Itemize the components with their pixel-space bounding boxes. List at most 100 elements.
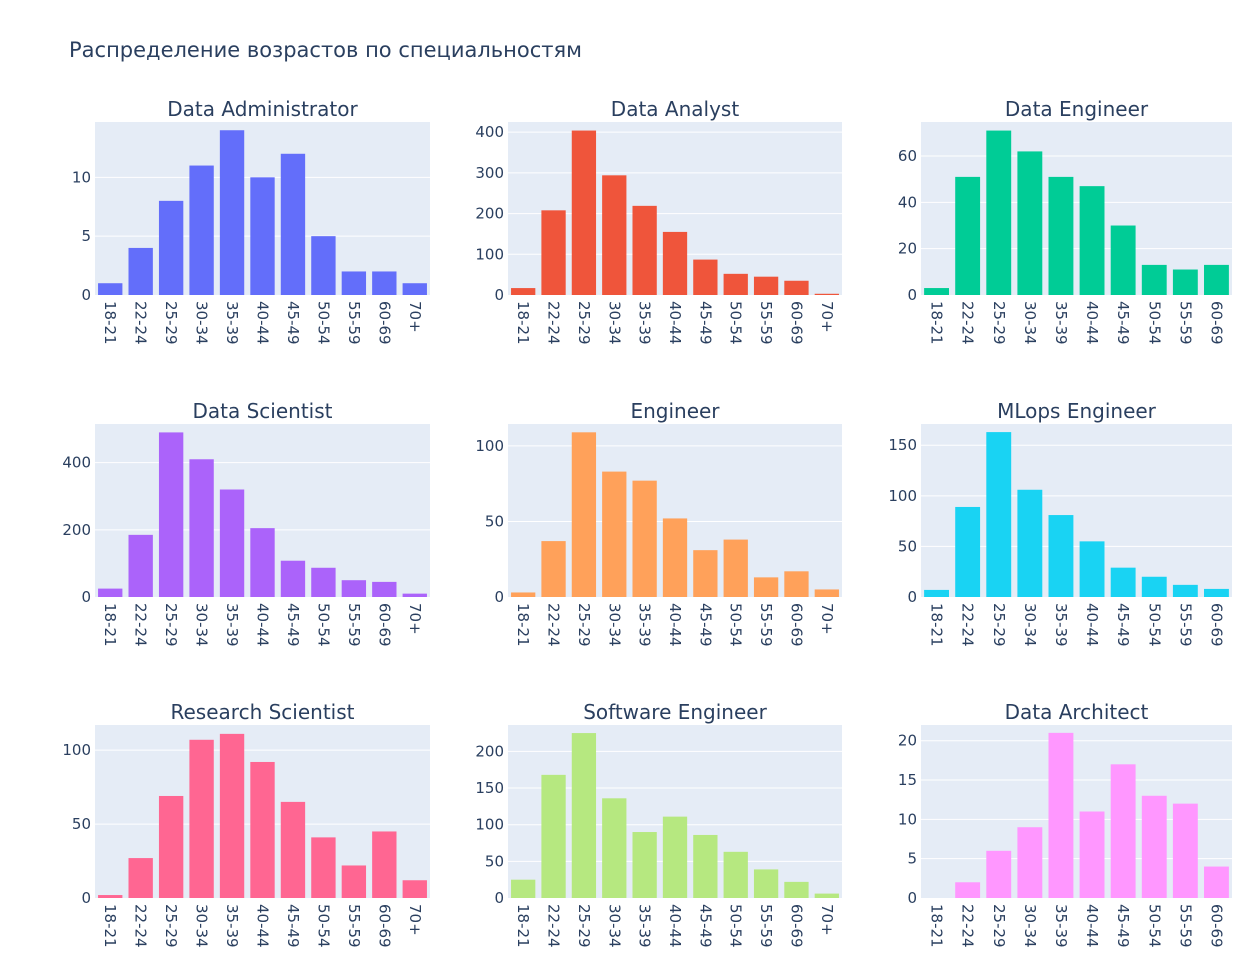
x-tick-label: 22-24 bbox=[132, 603, 150, 647]
bar-data-administrator-40-44 bbox=[250, 177, 275, 295]
x-tick-label: 45-49 bbox=[284, 301, 302, 345]
bar-data-scientist-60-69 bbox=[372, 581, 397, 597]
x-tick-label: 30-34 bbox=[605, 904, 623, 948]
x-tick-label: 60-69 bbox=[375, 301, 393, 345]
x-tick-label: 55-59 bbox=[345, 603, 363, 647]
y-tick-label: 200 bbox=[62, 521, 91, 539]
x-tick-label: 40-44 bbox=[254, 301, 272, 345]
bar-data-architect-22-24 bbox=[955, 882, 981, 898]
y-tick-label: 50 bbox=[485, 852, 504, 870]
bar-research-scientist-70+ bbox=[402, 880, 427, 898]
x-tick-label: 18-21 bbox=[101, 904, 119, 948]
bar-software-engineer-18-21 bbox=[511, 879, 536, 898]
x-tick-label: 40-44 bbox=[666, 301, 684, 345]
y-tick-label: 400 bbox=[475, 123, 504, 141]
x-tick-label: 50-54 bbox=[727, 301, 745, 345]
bar-data-analyst-45-49 bbox=[693, 259, 718, 295]
x-tick-label: 18-21 bbox=[101, 603, 119, 647]
bar-software-engineer-25-29 bbox=[571, 733, 597, 898]
bar-data-scientist-45-49 bbox=[280, 560, 306, 597]
bar-engineer-70+ bbox=[814, 589, 839, 597]
x-tick-label: 70+ bbox=[406, 603, 424, 635]
subplot-software-engineer: 0 50 100 150 200 18-21 22-24 25-29 30-34 35-39 40-… bbox=[475, 700, 842, 948]
x-tick-label: 22-24 bbox=[959, 301, 977, 345]
x-tick-label: 60-69 bbox=[787, 904, 805, 948]
x-tick-label: 40-44 bbox=[254, 904, 272, 948]
bar-data-architect-30-34 bbox=[1017, 827, 1043, 898]
bar-data-administrator-18-21 bbox=[98, 283, 123, 295]
x-tick-label: 45-49 bbox=[696, 904, 714, 948]
bar-engineer-22-24 bbox=[541, 541, 566, 597]
bar-data-scientist-55-59 bbox=[341, 580, 367, 597]
x-tick-label: 55-59 bbox=[1176, 301, 1194, 345]
bar-data-engineer-22-24 bbox=[955, 176, 981, 295]
bar-software-engineer-45-49 bbox=[693, 834, 718, 898]
bar-data-analyst-70+ bbox=[814, 293, 839, 295]
x-tick-label: 35-39 bbox=[636, 603, 654, 647]
subplot-title: Engineer bbox=[630, 399, 720, 423]
x-tick-label: 35-39 bbox=[1052, 603, 1070, 647]
bar-data-architect-55-59 bbox=[1172, 803, 1198, 898]
bar-mlops-engineer-45-49 bbox=[1110, 567, 1136, 597]
bar-software-engineer-60-69 bbox=[784, 881, 809, 898]
x-tick-label: 70+ bbox=[818, 301, 836, 333]
y-tick-label: 60 bbox=[898, 147, 917, 165]
x-tick-label: 35-39 bbox=[636, 301, 654, 345]
subplot-title: Software Engineer bbox=[583, 700, 767, 724]
y-tick-label: 100 bbox=[888, 487, 917, 505]
x-tick-label: 30-34 bbox=[193, 603, 211, 647]
bar-data-administrator-30-34 bbox=[189, 165, 214, 295]
y-tick-label: 20 bbox=[898, 240, 917, 258]
x-tick-label: 18-21 bbox=[928, 301, 946, 345]
x-tick-label: 35-39 bbox=[1052, 301, 1070, 345]
bar-engineer-30-34 bbox=[602, 471, 627, 597]
x-tick-label: 18-21 bbox=[514, 904, 532, 948]
bar-mlops-engineer-18-21 bbox=[924, 589, 949, 597]
subplot-title: Data Administrator bbox=[167, 97, 358, 121]
x-tick-label: 60-69 bbox=[787, 301, 805, 345]
y-tick-label: 50 bbox=[72, 815, 91, 833]
x-tick-label: 35-39 bbox=[223, 603, 241, 647]
x-tick-label: 40-44 bbox=[666, 904, 684, 948]
x-tick-label: 50-54 bbox=[314, 904, 332, 948]
x-tick-label: 50-54 bbox=[1145, 301, 1163, 345]
bar-software-engineer-35-39 bbox=[632, 832, 657, 898]
y-tick-label: 0 bbox=[907, 286, 917, 304]
x-tick-label: 18-21 bbox=[101, 301, 119, 345]
y-tick-label: 0 bbox=[494, 588, 504, 606]
y-tick-label: 50 bbox=[898, 537, 917, 555]
bar-research-scientist-50-54 bbox=[311, 837, 336, 898]
bar-data-analyst-30-34 bbox=[602, 175, 627, 295]
bar-mlops-engineer-40-44 bbox=[1079, 541, 1105, 597]
bar-research-scientist-60-69 bbox=[372, 831, 397, 898]
x-tick-label: 45-49 bbox=[696, 603, 714, 647]
x-tick-label: 25-29 bbox=[575, 904, 593, 948]
x-tick-label: 70+ bbox=[818, 904, 836, 936]
bar-data-architect-40-44 bbox=[1079, 811, 1105, 898]
x-tick-label: 40-44 bbox=[1083, 603, 1101, 647]
bar-research-scientist-18-21 bbox=[98, 895, 123, 898]
x-tick-label: 25-29 bbox=[575, 301, 593, 345]
bar-mlops-engineer-55-59 bbox=[1172, 584, 1198, 597]
bar-engineer-40-44 bbox=[662, 518, 688, 597]
x-tick-label: 22-24 bbox=[132, 301, 150, 345]
subplot-title: MLops Engineer bbox=[997, 399, 1157, 423]
x-tick-label: 30-34 bbox=[1021, 603, 1039, 647]
bar-data-scientist-50-54 bbox=[311, 567, 336, 597]
subplot-data-administrator: 0 5 10 18-21 22-24 25-29 30-34 35-39 40-44 45-49 5… bbox=[72, 97, 430, 345]
bar-research-scientist-30-34 bbox=[189, 739, 214, 898]
x-tick-label: 60-69 bbox=[1207, 904, 1225, 948]
bar-engineer-50-54 bbox=[723, 539, 748, 597]
bar-software-engineer-50-54 bbox=[723, 851, 748, 898]
bar-mlops-engineer-50-54 bbox=[1141, 576, 1167, 597]
y-tick-label: 0 bbox=[81, 588, 91, 606]
x-tick-label: 55-59 bbox=[757, 301, 775, 345]
subplot-title: Data Engineer bbox=[1005, 97, 1149, 121]
bar-data-analyst-25-29 bbox=[571, 130, 597, 295]
x-tick-label: 40-44 bbox=[666, 603, 684, 647]
x-tick-label: 50-54 bbox=[727, 904, 745, 948]
subplot-title: Data Architect bbox=[1005, 700, 1149, 724]
bar-data-architect-50-54 bbox=[1141, 795, 1167, 898]
subplot-data-analyst: 0 100 200 300 400 18-21 22-24 25-29 30-34 35-39 40… bbox=[475, 97, 842, 345]
